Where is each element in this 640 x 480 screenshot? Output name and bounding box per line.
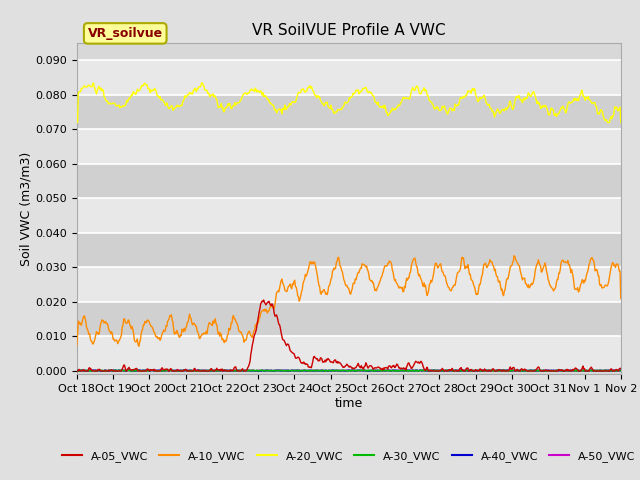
A-20_VWC — [431, 105, 439, 111]
A-40_VWC — [317, 368, 324, 374]
A-30_VWC — [223, 368, 230, 373]
A-20_VWC — [73, 120, 81, 125]
A-30_VWC — [73, 368, 81, 373]
A-30_VWC — [194, 368, 202, 374]
Line: A-40_VWC: A-40_VWC — [77, 370, 621, 371]
A-50_VWC — [433, 368, 440, 373]
A-40_VWC — [466, 367, 474, 373]
A-05_VWC — [73, 368, 81, 374]
A-20_VWC — [83, 84, 90, 90]
A-50_VWC — [195, 368, 202, 373]
A-40_VWC — [431, 368, 439, 373]
A-40_VWC — [139, 368, 147, 373]
A-40_VWC — [83, 368, 90, 373]
Y-axis label: Soil VWC (m3/m3): Soil VWC (m3/m3) — [20, 152, 33, 266]
A-50_VWC — [223, 368, 231, 373]
Bar — [77, 95, 621, 130]
A-20_VWC — [194, 86, 202, 92]
Line: A-50_VWC: A-50_VWC — [77, 370, 621, 371]
Text: VR_soilvue: VR_soilvue — [88, 27, 163, 40]
A-50_VWC — [617, 367, 625, 373]
A-30_VWC — [83, 368, 90, 373]
Title: VR SoilVUE Profile A VWC: VR SoilVUE Profile A VWC — [252, 23, 445, 38]
A-40_VWC — [617, 367, 625, 373]
Bar — [77, 233, 621, 267]
A-20_VWC — [198, 80, 205, 85]
A-05_VWC — [617, 365, 625, 371]
A-10_VWC — [73, 343, 81, 348]
A-20_VWC — [416, 91, 424, 96]
A-30_VWC — [416, 368, 424, 373]
A-30_VWC — [617, 368, 625, 373]
A-50_VWC — [417, 367, 424, 373]
A-05_VWC — [223, 368, 230, 374]
A-50_VWC — [73, 368, 81, 374]
A-30_VWC — [139, 368, 147, 373]
Line: A-20_VWC: A-20_VWC — [77, 83, 621, 122]
A-50_VWC — [273, 367, 280, 373]
A-50_VWC — [140, 368, 147, 374]
Bar — [77, 302, 621, 336]
A-20_VWC — [223, 103, 231, 109]
Bar — [77, 198, 621, 233]
A-05_VWC — [431, 368, 439, 374]
A-50_VWC — [83, 368, 90, 374]
A-20_VWC — [617, 120, 625, 125]
Line: A-30_VWC: A-30_VWC — [77, 370, 621, 371]
A-05_VWC — [260, 297, 268, 303]
A-10_VWC — [195, 332, 202, 337]
A-30_VWC — [321, 368, 328, 374]
A-30_VWC — [433, 368, 440, 374]
A-30_VWC — [418, 367, 426, 373]
A-10_VWC — [416, 272, 424, 277]
A-40_VWC — [194, 368, 202, 373]
Legend: A-05_VWC, A-10_VWC, A-20_VWC, A-30_VWC, A-40_VWC, A-50_VWC: A-05_VWC, A-10_VWC, A-20_VWC, A-30_VWC, … — [58, 446, 640, 466]
Bar — [77, 164, 621, 198]
A-05_VWC — [83, 368, 90, 374]
Line: A-05_VWC: A-05_VWC — [77, 300, 621, 371]
A-05_VWC — [416, 360, 424, 366]
A-10_VWC — [510, 253, 518, 259]
A-05_VWC — [139, 368, 147, 374]
A-10_VWC — [431, 261, 439, 266]
A-40_VWC — [73, 368, 81, 373]
A-10_VWC — [83, 325, 90, 331]
A-05_VWC — [194, 367, 202, 373]
Bar — [77, 130, 621, 164]
A-50_VWC — [97, 368, 104, 374]
A-10_VWC — [135, 343, 143, 349]
Bar — [77, 336, 621, 371]
A-20_VWC — [139, 83, 147, 89]
A-40_VWC — [223, 367, 230, 373]
A-10_VWC — [140, 322, 147, 328]
Line: A-10_VWC: A-10_VWC — [77, 256, 621, 346]
Bar — [77, 267, 621, 302]
X-axis label: time: time — [335, 397, 363, 410]
A-10_VWC — [223, 333, 231, 338]
A-10_VWC — [617, 296, 625, 301]
Bar — [77, 60, 621, 95]
A-40_VWC — [416, 368, 424, 373]
